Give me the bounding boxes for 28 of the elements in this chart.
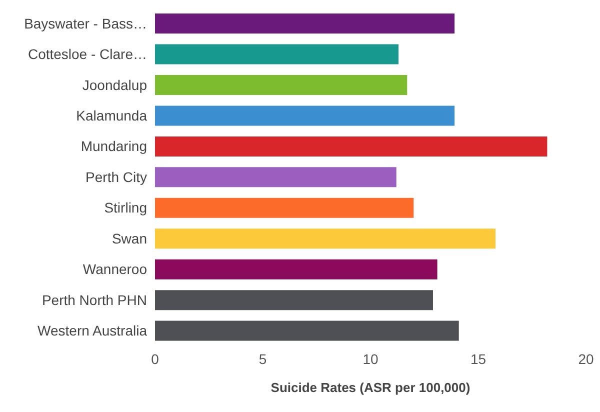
bar — [155, 228, 496, 249]
bar — [155, 290, 433, 310]
bar — [155, 106, 455, 126]
bar — [155, 198, 414, 218]
x-tick-label: 10 — [362, 350, 378, 367]
y-tick-label: Mundaring — [80, 138, 147, 154]
bar — [155, 136, 548, 156]
bar — [155, 259, 438, 280]
y-tick-label: Perth North PHN — [42, 292, 147, 308]
y-tick-label: Wanneroo — [82, 261, 148, 278]
bar — [155, 14, 455, 34]
y-tick-label: Stirling — [104, 200, 147, 216]
y-tick-label: Joondalup — [82, 76, 148, 93]
x-tick-label: 0 — [151, 350, 160, 367]
y-tick-label: Perth City — [86, 168, 147, 185]
bar — [155, 44, 399, 64]
y-tick-label: Bayswater - Bass… — [24, 15, 147, 32]
x-tick-label: 15 — [470, 350, 486, 367]
x-axis-title: Suicide Rates (ASR per 100,000) — [270, 380, 470, 395]
y-tick-label: Swan — [112, 230, 147, 246]
bar — [155, 320, 459, 341]
bar — [155, 167, 396, 188]
bar — [155, 74, 408, 95]
y-tick-label: Kalamunda — [76, 108, 148, 124]
y-tick-label: Cottesloe - Clare… — [28, 46, 147, 62]
y-tick-label: Western Australia — [38, 322, 148, 339]
x-tick-label: 5 — [258, 350, 267, 367]
x-tick-label: 20 — [578, 350, 594, 367]
